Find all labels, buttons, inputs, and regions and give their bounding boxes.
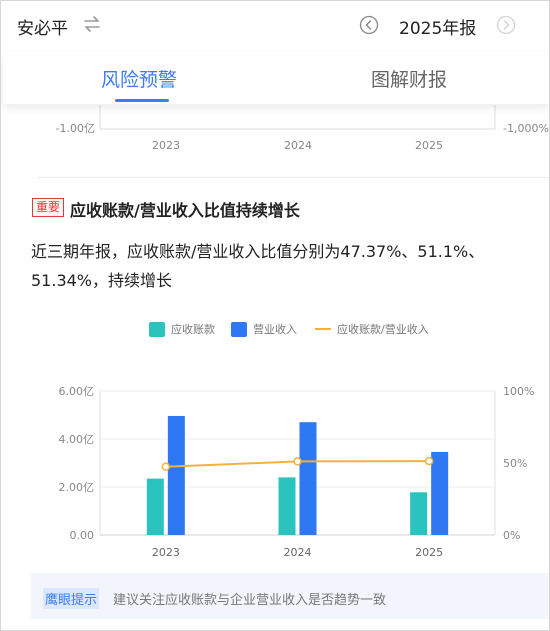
section-divider xyxy=(37,177,549,178)
legend-swatch xyxy=(231,322,247,337)
company-name[interactable]: 安必平 xyxy=(17,19,68,39)
bar-receivables xyxy=(278,477,296,535)
importance-badge: 重要 xyxy=(32,198,65,217)
y-left-tick-label: 4.00亿 xyxy=(59,433,95,446)
y-right-tick-label: 100% xyxy=(503,385,534,398)
prev-year-label: 2025 xyxy=(415,139,443,152)
y-left-tick-label: 6.00亿 xyxy=(59,385,95,398)
alert-description: 近三期年报，应收账款/营业收入比值分别为47.37%、51.1%、51.34%，… xyxy=(31,242,485,290)
tip-text: 建议关注应收账款与企业营业收入是否趋势一致 xyxy=(113,593,387,608)
ratio-point xyxy=(424,456,434,466)
y-left-tick-label: 0.00 xyxy=(70,529,95,542)
bar-receivables xyxy=(410,492,428,535)
x-tick-label: 2024 xyxy=(284,546,312,559)
tab-risk-alert[interactable]: 风险预警 xyxy=(101,69,178,91)
prev-right-tick: -1,000% xyxy=(503,122,549,135)
tab-chart-report[interactable]: 图解财报 xyxy=(371,69,448,91)
top-bar: 安必平 2025年报 xyxy=(1,1,549,51)
legend-label: 应收账款 xyxy=(171,322,215,336)
y-right-tick-label: 0% xyxy=(503,529,520,542)
receivables-revenue-chart: 应收账款 营业收入 应收账款/营业收入 0.00 2.00亿 4.00亿 6.00亿 0% 50… xyxy=(1,311,549,561)
legend-swatch xyxy=(149,322,165,337)
tip-label: 鹰眼提示 xyxy=(43,588,100,609)
legend-label: 应收账款/营业收入 xyxy=(337,322,429,336)
active-tab-indicator xyxy=(115,99,169,102)
alert-title: 应收账款/营业收入比值持续增长 xyxy=(70,201,300,220)
ratio-point xyxy=(293,457,302,466)
y-left-tick-label: 2.00亿 xyxy=(59,481,95,494)
prev-year-label: 2023 xyxy=(152,139,180,152)
legend-label: 营业收入 xyxy=(253,322,297,336)
chevron-left-circle-icon[interactable] xyxy=(359,15,379,35)
bar-revenue xyxy=(299,422,317,535)
chevron-right-circle-icon[interactable] xyxy=(496,15,516,35)
prev-left-tick: -1.00亿 xyxy=(56,122,95,135)
prev-year-label: 2024 xyxy=(284,139,312,152)
swap-icon[interactable] xyxy=(83,15,101,33)
report-title[interactable]: 2025年报 xyxy=(399,19,477,39)
x-tick-label: 2025 xyxy=(415,546,443,559)
bar-receivables xyxy=(146,478,164,535)
ratio-point xyxy=(161,462,171,472)
bar-revenue xyxy=(431,451,449,535)
x-tick-label: 2023 xyxy=(152,546,180,559)
previous-chart-axis: -1.00亿 -1,000% 2023 2024 2025 xyxy=(1,105,549,161)
y-right-tick-label: 50% xyxy=(503,457,527,470)
tab-bar: 风险预警 图解财报 xyxy=(3,52,549,104)
bar-revenue xyxy=(167,415,185,535)
eagle-eye-tip: 鹰眼提示 建议关注应收账款与企业营业收入是否趋势一致 xyxy=(31,573,549,619)
